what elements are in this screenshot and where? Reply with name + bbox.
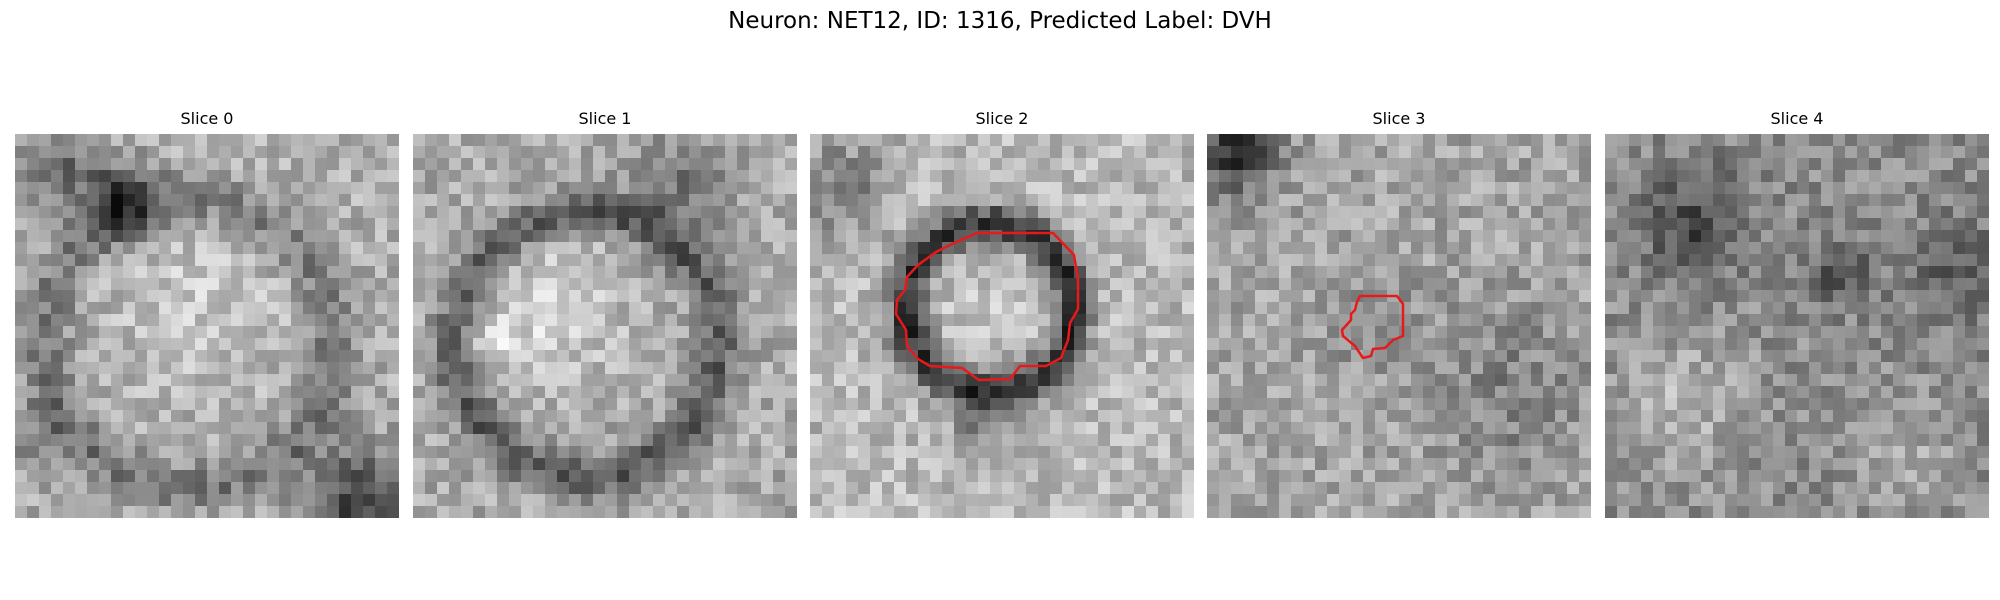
- figure-title: Neuron: NET12, ID: 1316, Predicted Label…: [728, 8, 1272, 34]
- contour-outline: [894, 231, 1080, 382]
- slice-panel-2: Slice 2: [810, 108, 1194, 518]
- slice-title: Slice 3: [1372, 109, 1426, 128]
- slice-title: Slice 4: [1770, 109, 1824, 128]
- slice-image-frame: [1605, 134, 1989, 518]
- segmentation-contour: [1340, 294, 1405, 360]
- segmentation-contour: [894, 231, 1080, 382]
- slice-image-frame: [810, 134, 1194, 518]
- slice-image: [15, 134, 399, 518]
- slice-image: [810, 134, 1194, 518]
- slice-image-frame: [15, 134, 399, 518]
- slice-panel-0: Slice 0: [15, 108, 399, 518]
- slice-title: Slice 0: [180, 109, 234, 128]
- slice-image: [1207, 134, 1591, 518]
- contour-outline: [1340, 294, 1405, 360]
- slice-panel-4: Slice 4: [1605, 108, 1989, 518]
- slice-title: Slice 1: [578, 109, 632, 128]
- slice-image-frame: [1207, 134, 1591, 518]
- slice-image: [413, 134, 797, 518]
- slice-image: [1605, 134, 1989, 518]
- slice-panel-1: Slice 1: [413, 108, 797, 518]
- slice-panel-3: Slice 3: [1207, 108, 1591, 518]
- slice-image-frame: [413, 134, 797, 518]
- slice-title: Slice 2: [975, 109, 1029, 128]
